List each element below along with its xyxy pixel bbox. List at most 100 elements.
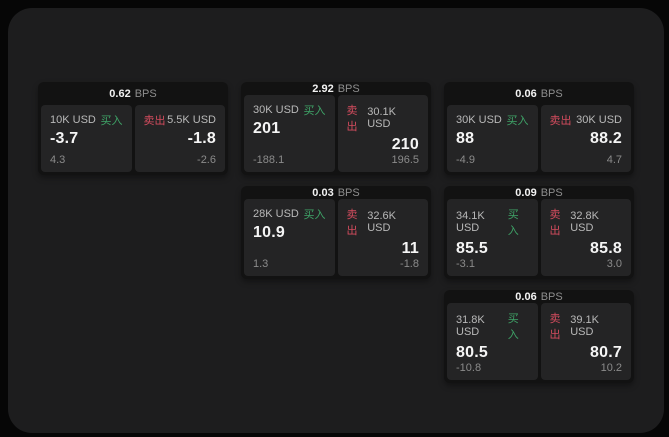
buy-price: 201 — [253, 120, 281, 137]
card-header: 0.06 BPS — [447, 82, 631, 105]
buy-tile[interactable]: 34.1K USD 买入 85.5 -3.1 — [447, 199, 538, 276]
sell-label: 卖出 — [549, 313, 561, 341]
card-body: 30K USD 买入 201 -188.1 卖出 30.1K USD 210 1… — [244, 95, 428, 172]
buy-tile-header: 31.8K USD 买入 — [456, 310, 529, 342]
buy-tile-header: 28K USD 买入 — [253, 206, 326, 222]
buy-tile[interactable]: 28K USD 买入 10.9 1.3 — [244, 199, 335, 276]
bps-unit-label: BPS — [337, 82, 360, 95]
buy-label: 买入 — [507, 313, 519, 341]
bps-unit-label: BPS — [134, 87, 157, 100]
sell-tile-header: 卖出 32.8K USD — [550, 206, 623, 238]
quote-card: 0.06 BPS 30K USD 买入 88 -4.9 卖出 30K USD 8… — [444, 82, 634, 175]
card-header: 0.06 BPS — [447, 290, 631, 303]
card-header: 0.09 BPS — [447, 186, 631, 199]
buy-label: 买入 — [303, 209, 326, 221]
buy-price: 85.5 — [456, 240, 488, 257]
buy-price: -3.7 — [50, 130, 79, 147]
quote-card: 0.03 BPS 28K USD 买入 10.9 1.3 卖出 32.6K US… — [241, 186, 431, 279]
sell-tile-header: 卖出 5.5K USD — [144, 112, 217, 128]
sell-notional: 30K USD — [576, 114, 622, 126]
sell-price: 88.2 — [590, 130, 622, 147]
quotes-panel: 0.62 BPS 10K USD 买入 -3.7 4.3 卖出 5.5K USD… — [8, 8, 664, 433]
sell-delta: 10.2 — [600, 362, 622, 374]
buy-notional: 28K USD — [253, 208, 299, 220]
sell-delta: 196.5 — [391, 154, 419, 166]
sell-price: 210 — [391, 136, 419, 153]
sell-notional: 32.6K USD — [367, 210, 396, 234]
quote-card: 0.06 BPS 31.8K USD 买入 80.5 -10.8 卖出 39.1… — [444, 290, 634, 383]
sell-delta: -2.6 — [197, 154, 216, 166]
card-body: 30K USD 买入 88 -4.9 卖出 30K USD 88.2 4.7 — [447, 105, 631, 172]
buy-delta: -4.9 — [456, 154, 475, 166]
sell-label: 卖出 — [143, 115, 166, 127]
sell-tile-header: 卖出 30.1K USD — [347, 102, 420, 134]
buy-tile[interactable]: 10K USD 买入 -3.7 4.3 — [41, 105, 132, 172]
sell-label: 卖出 — [346, 209, 358, 237]
sell-price: -1.8 — [187, 130, 216, 147]
card-header: 0.62 BPS — [41, 82, 225, 105]
sell-delta: 4.7 — [606, 154, 622, 166]
card-header: 0.03 BPS — [244, 186, 428, 199]
quote-card: 0.09 BPS 34.1K USD 买入 85.5 -3.1 卖出 32.8K… — [444, 186, 634, 279]
buy-delta: 4.3 — [50, 154, 66, 166]
card-body: 31.8K USD 买入 80.5 -10.8 卖出 39.1K USD 80.… — [447, 303, 631, 380]
buy-notional: 31.8K USD — [456, 314, 485, 338]
sell-tile[interactable]: 卖出 30K USD 88.2 4.7 — [540, 105, 631, 172]
sell-tile[interactable]: 卖出 32.6K USD 11 -1.8 — [337, 199, 428, 276]
sell-notional: 5.5K USD — [167, 114, 216, 126]
bps-unit-label: BPS — [540, 186, 563, 199]
buy-delta: -10.8 — [456, 362, 482, 374]
sell-tile[interactable]: 卖出 5.5K USD -1.8 -2.6 — [134, 105, 225, 172]
buy-price: 10.9 — [253, 224, 285, 241]
buy-notional: 34.1K USD — [456, 210, 485, 234]
card-body: 10K USD 买入 -3.7 4.3 卖出 5.5K USD -1.8 -2.… — [41, 105, 225, 172]
buy-label: 买入 — [100, 115, 123, 127]
buy-tile[interactable]: 30K USD 买入 88 -4.9 — [447, 105, 538, 172]
bps-value: 0.62 — [109, 87, 131, 100]
card-body: 28K USD 买入 10.9 1.3 卖出 32.6K USD 11 -1.8 — [244, 199, 428, 276]
bps-unit-label: BPS — [337, 186, 360, 199]
buy-price: 88 — [456, 130, 475, 147]
buy-notional: 10K USD — [50, 114, 96, 126]
buy-tile-header: 30K USD 买入 — [456, 112, 529, 128]
sell-label: 卖出 — [549, 209, 561, 237]
sell-tile[interactable]: 卖出 30.1K USD 210 196.5 — [337, 95, 428, 172]
buy-tile-header: 34.1K USD 买入 — [456, 206, 529, 238]
bps-value: 0.06 — [515, 87, 537, 100]
quote-card: 2.92 BPS 30K USD 买入 201 -188.1 卖出 30.1K … — [241, 82, 431, 175]
bps-value: 0.06 — [515, 290, 537, 303]
buy-price: 80.5 — [456, 344, 488, 361]
card-body: 34.1K USD 买入 85.5 -3.1 卖出 32.8K USD 85.8… — [447, 199, 631, 276]
buy-delta: -3.1 — [456, 258, 475, 270]
quote-card: 0.62 BPS 10K USD 买入 -3.7 4.3 卖出 5.5K USD… — [38, 82, 228, 175]
sell-delta: -1.8 — [400, 258, 419, 270]
sell-tile[interactable]: 卖出 32.8K USD 85.8 3.0 — [540, 199, 631, 276]
sell-label: 卖出 — [549, 115, 572, 127]
card-header: 2.92 BPS — [244, 82, 428, 95]
sell-notional: 39.1K USD — [570, 314, 599, 338]
buy-delta: -188.1 — [253, 154, 285, 166]
bps-value: 0.03 — [312, 186, 334, 199]
buy-tile[interactable]: 30K USD 买入 201 -188.1 — [244, 95, 335, 172]
sell-delta: 3.0 — [606, 258, 622, 270]
buy-tile-header: 30K USD 买入 — [253, 102, 326, 118]
buy-label: 买入 — [506, 115, 529, 127]
buy-label: 买入 — [507, 209, 519, 237]
buy-delta: 1.3 — [253, 258, 269, 270]
bps-unit-label: BPS — [540, 290, 563, 303]
sell-price: 11 — [401, 240, 419, 257]
bps-unit-label: BPS — [540, 87, 563, 100]
buy-label: 买入 — [303, 105, 326, 117]
quote-card-grid: 0.62 BPS 10K USD 买入 -3.7 4.3 卖出 5.5K USD… — [38, 82, 634, 383]
buy-notional: 30K USD — [253, 104, 299, 116]
sell-label: 卖出 — [346, 105, 358, 133]
sell-tile-header: 卖出 30K USD — [550, 112, 623, 128]
sell-tile[interactable]: 卖出 39.1K USD 80.7 10.2 — [540, 303, 631, 380]
sell-price: 85.8 — [590, 240, 622, 257]
buy-notional: 30K USD — [456, 114, 502, 126]
sell-price: 80.7 — [590, 344, 622, 361]
buy-tile[interactable]: 31.8K USD 买入 80.5 -10.8 — [447, 303, 538, 380]
bps-value: 2.92 — [312, 82, 334, 95]
sell-tile-header: 卖出 32.6K USD — [347, 206, 420, 238]
buy-tile-header: 10K USD 买入 — [50, 112, 123, 128]
